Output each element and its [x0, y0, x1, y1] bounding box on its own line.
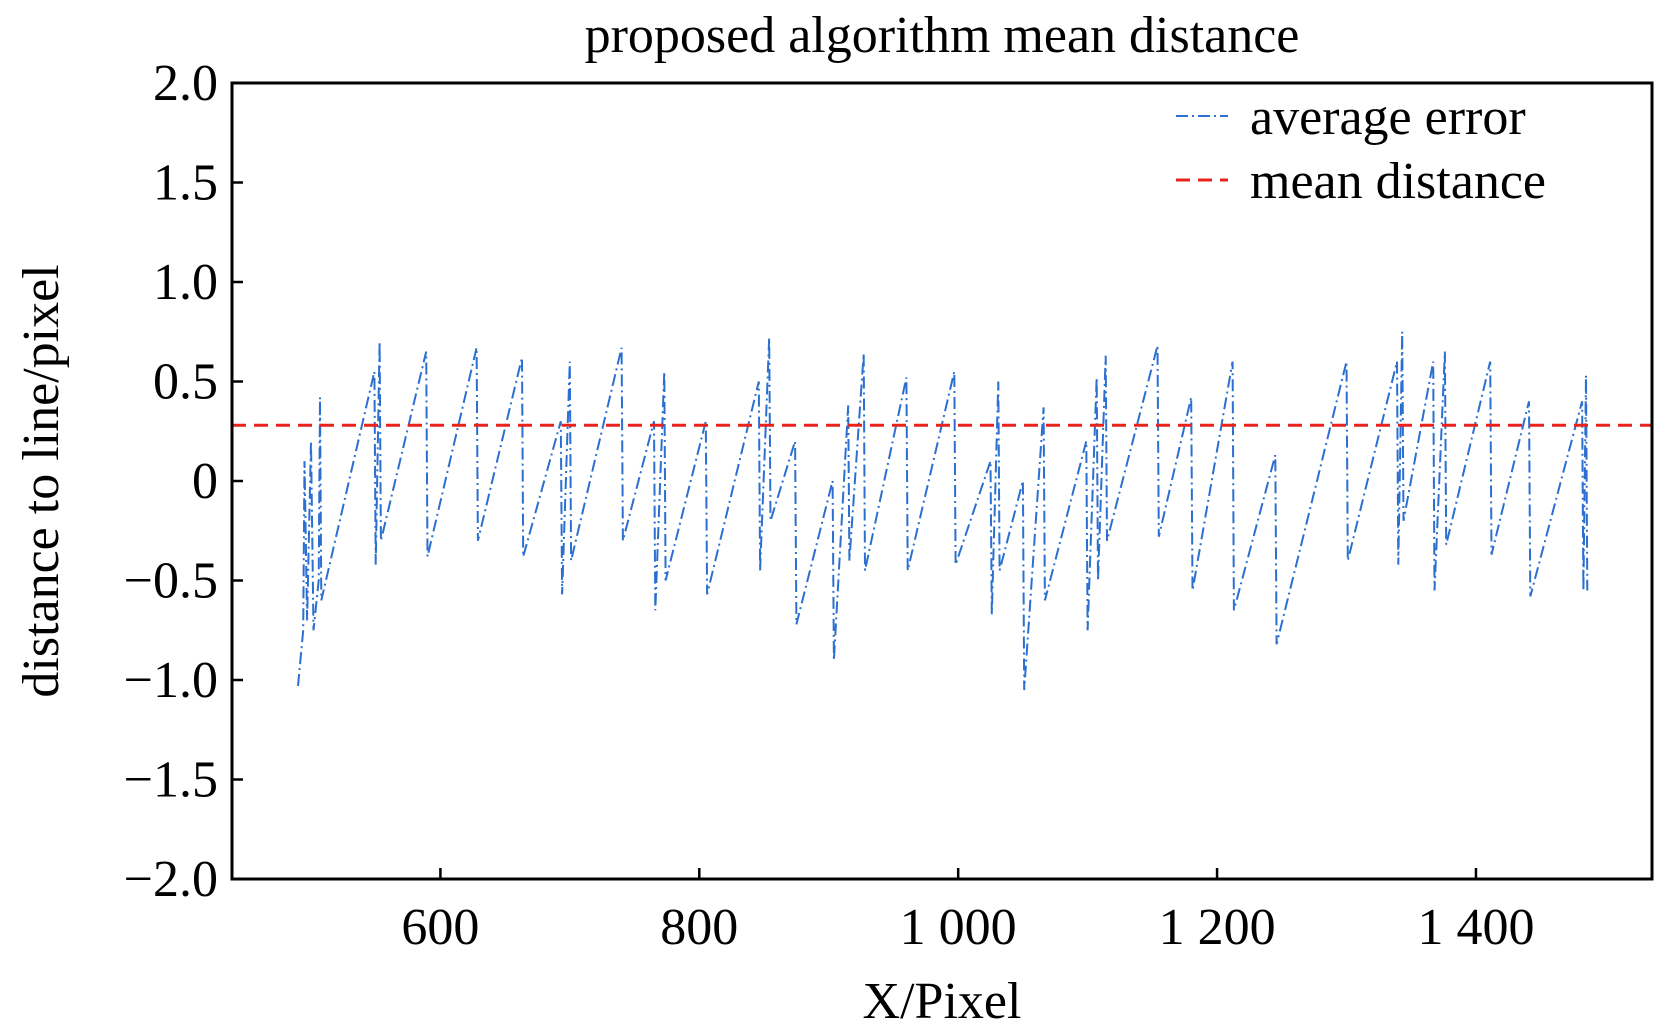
y-tick-label: −1.5 — [124, 752, 218, 809]
y-tick-label: −0.5 — [124, 553, 218, 610]
x-tick-label: 800 — [660, 899, 738, 956]
y-tick-label: 0 — [192, 453, 218, 510]
y-tick-label: 2.0 — [153, 55, 218, 112]
x-tick-label: 1 000 — [900, 899, 1017, 956]
y-tick-label: 0.5 — [153, 354, 218, 411]
x-tick-label: 1 200 — [1159, 899, 1276, 956]
y-tick-label: 1.5 — [153, 155, 218, 212]
y-tick-label: −1.0 — [124, 652, 218, 709]
legend-label: mean distance — [1250, 153, 1546, 210]
chart-title: proposed algorithm mean distance — [585, 7, 1300, 64]
legend-label: average error — [1250, 89, 1526, 146]
y-axis-label: distance to line/pixel — [13, 264, 70, 697]
x-axis-label: X/Pixel — [863, 973, 1022, 1030]
plot-frame — [230, 81, 1654, 881]
data-line — [297, 331, 1589, 691]
y-tick-label: −2.0 — [124, 851, 218, 908]
x-tick-label: 600 — [401, 899, 479, 956]
y-tick-label: 1.0 — [153, 254, 218, 311]
x-tick-label: 1 400 — [1417, 899, 1534, 956]
